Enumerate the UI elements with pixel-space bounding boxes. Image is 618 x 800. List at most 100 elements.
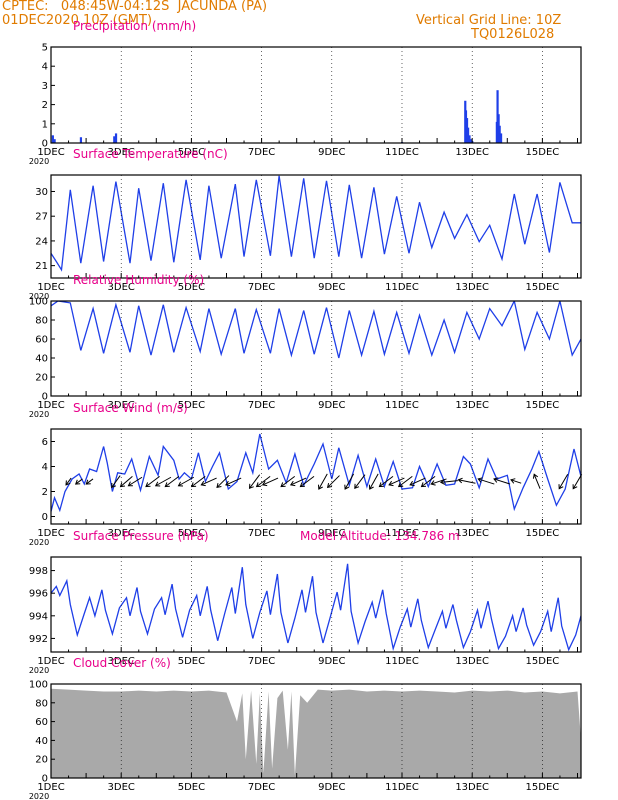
x-tick-label: 3DEC bbox=[108, 528, 135, 539]
y-tick-label: 2 bbox=[42, 487, 48, 498]
wind-arrow-shaft bbox=[256, 475, 271, 488]
wind-arrow-shaft bbox=[85, 478, 94, 485]
wind-arrow bbox=[510, 478, 522, 484]
wind-series-line bbox=[51, 433, 581, 513]
x-tick-label: 11DEC bbox=[385, 282, 419, 293]
header-run-time: 01DEC2020 10Z (GMT) bbox=[2, 13, 153, 28]
x-tick-label: 5DEC bbox=[178, 782, 205, 793]
rh-frame bbox=[50, 300, 582, 397]
y-tick-label: 0 bbox=[42, 139, 48, 150]
wind-arrow-shaft bbox=[164, 475, 180, 488]
wind-arrow bbox=[477, 477, 495, 485]
wind-arrow-head bbox=[318, 484, 323, 490]
precip-frame bbox=[50, 46, 582, 144]
wind-arrow-shaft bbox=[155, 476, 172, 487]
temp-series-line bbox=[51, 175, 581, 272]
wind-arrow bbox=[289, 477, 307, 487]
wind-arrow-shaft bbox=[178, 476, 195, 487]
precip-bar bbox=[466, 127, 470, 143]
precip-bar bbox=[114, 133, 118, 143]
wind-arrow-head bbox=[127, 481, 133, 487]
y-tick-label: 24 bbox=[35, 236, 48, 247]
wind-arrow-head bbox=[326, 482, 333, 489]
wind-arrow bbox=[388, 477, 405, 487]
x-tick-label: 11DEC bbox=[385, 147, 419, 158]
wind-arrow bbox=[177, 476, 195, 487]
wind-arrow-shaft bbox=[318, 473, 328, 490]
wind-arrow-head bbox=[190, 482, 197, 488]
wind-arrow-head bbox=[457, 477, 463, 484]
x-tick-label: 13DEC bbox=[455, 528, 489, 539]
wind-arrow-shaft bbox=[300, 475, 315, 488]
wind-arrow-shaft bbox=[510, 479, 522, 484]
wind-arrow bbox=[164, 475, 180, 488]
y-tick-label: 40 bbox=[35, 354, 48, 365]
wind-arrow bbox=[261, 477, 279, 487]
y-tick-label: 4 bbox=[42, 62, 48, 73]
wind-arrow bbox=[326, 475, 340, 489]
wind-arrow-shaft bbox=[225, 477, 242, 486]
x-tick-label: 1DEC bbox=[37, 147, 64, 158]
temp-frame bbox=[50, 174, 582, 279]
y-tick-label: 100 bbox=[29, 297, 48, 308]
y-tick-label: 996 bbox=[29, 589, 48, 600]
wind-arrow-shaft bbox=[533, 474, 541, 489]
precip-title: Precipitation (mm/h) bbox=[73, 19, 196, 33]
wind-arrow-shaft bbox=[120, 476, 133, 487]
x-tick-label: 3DEC bbox=[108, 782, 135, 793]
wind-arrow bbox=[154, 476, 172, 487]
wind-arrow-head bbox=[280, 482, 286, 488]
wind-arrow-head bbox=[344, 484, 350, 490]
wind-arrow bbox=[572, 474, 583, 490]
wind-arrow-shaft bbox=[145, 475, 160, 488]
y-tick-label: 998 bbox=[29, 566, 48, 577]
wind-arrow bbox=[493, 477, 511, 485]
wind-arrow bbox=[420, 475, 436, 488]
wind-arrow bbox=[200, 477, 217, 487]
precip-bar bbox=[51, 135, 54, 143]
x-tick-label: 11DEC bbox=[385, 782, 419, 793]
year-label: 2020 bbox=[29, 538, 49, 547]
wind-arrow bbox=[532, 473, 541, 489]
pres-series-line bbox=[51, 563, 581, 652]
wind-arrow-head bbox=[572, 484, 578, 490]
x-tick-label: 11DEC bbox=[385, 656, 419, 667]
wind-arrow-shaft bbox=[327, 475, 340, 488]
panel-temp: 21 24 27 30 1DEC 3DEC 5DEC 7DEC 9DEC 11DEC 13DEC 15… bbox=[29, 147, 582, 301]
year-label: 2020 bbox=[29, 157, 49, 166]
x-tick-label: 15DEC bbox=[526, 282, 560, 293]
y-tick-label: 0 bbox=[42, 392, 48, 403]
wind-arrow-head bbox=[378, 482, 384, 488]
x-tick-label: 1DEC bbox=[37, 528, 64, 539]
x-tick-label: 13DEC bbox=[455, 400, 489, 411]
wind-arrow-head bbox=[111, 482, 117, 489]
wind-arrow-head bbox=[119, 482, 126, 488]
y-tick-label: 60 bbox=[35, 335, 48, 346]
wind-arrow-head bbox=[177, 481, 184, 487]
wind-arrow-shaft bbox=[369, 473, 379, 490]
wind-arrow-head bbox=[289, 480, 296, 487]
precip-bar bbox=[79, 137, 83, 143]
wind-arrow-head bbox=[558, 484, 564, 490]
precip-bar bbox=[499, 133, 503, 143]
wind-arrow bbox=[85, 478, 94, 485]
wind-arrow-head bbox=[532, 473, 539, 479]
wind-arrow-shaft bbox=[75, 478, 83, 485]
year-label: 2020 bbox=[29, 666, 49, 675]
rh-title: Relative Humidity (%) bbox=[73, 273, 204, 287]
y-tick-label: 100 bbox=[29, 680, 48, 691]
precip-bar bbox=[468, 135, 471, 143]
wind-arrow bbox=[439, 479, 458, 485]
wind-arrow-shaft bbox=[216, 475, 230, 488]
wind-arrow-shaft bbox=[493, 478, 511, 485]
x-tick-label: 5DEC bbox=[178, 400, 205, 411]
wind-arrow-head bbox=[420, 482, 427, 488]
y-tick-label: 40 bbox=[35, 736, 48, 747]
precip-bar bbox=[498, 125, 501, 143]
wind-arrow-head bbox=[510, 478, 516, 484]
wind-arrow-shaft bbox=[409, 477, 426, 486]
wind-arrow-shaft bbox=[379, 475, 394, 488]
rh-plot-area bbox=[51, 301, 581, 359]
wind-arrow bbox=[190, 475, 206, 488]
y-tick-label: 21 bbox=[35, 261, 48, 272]
